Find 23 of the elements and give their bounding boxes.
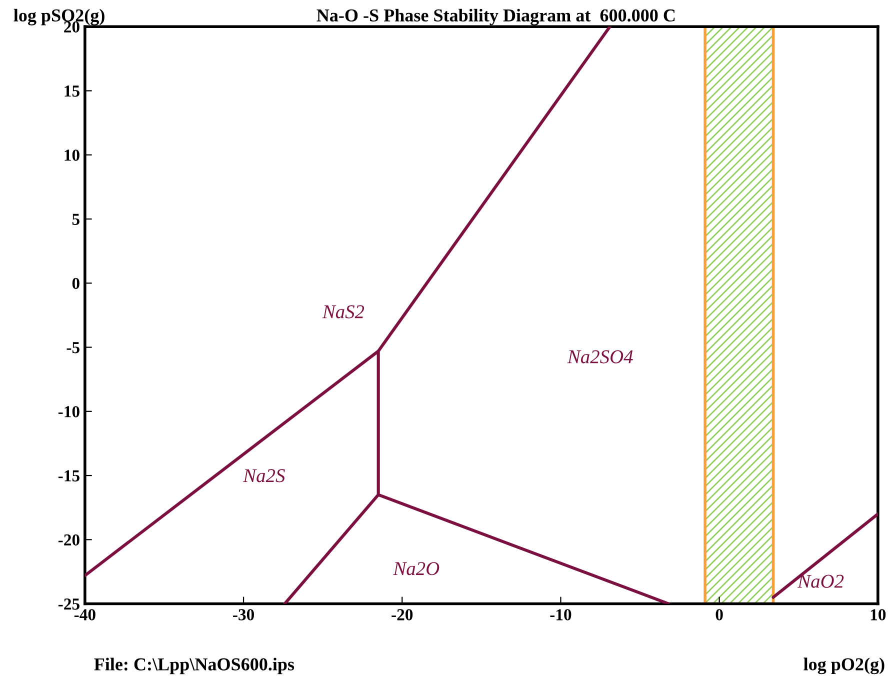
y-tick-label: -15 (58, 470, 80, 482)
annotation: Na2SO4 (567, 350, 633, 364)
chart-title: Na-O -S Phase Stability Diagram at 600.000 C (316, 8, 675, 26)
x-tick-label: -30 (233, 609, 254, 620)
x-tick-label: -20 (392, 609, 413, 620)
y-tick-label: 0 (72, 278, 80, 290)
y-tick-label: 10 (64, 150, 80, 161)
y-tick-label: 5 (72, 214, 80, 225)
x-tick-label: 10 (870, 609, 886, 620)
y-tick-label: 15 (64, 86, 80, 97)
x-tick-label: -10 (550, 609, 572, 620)
x-axis-title: log pO2(g) (804, 658, 884, 674)
y-tick-label: -10 (58, 406, 80, 418)
annotation: Na2O (393, 562, 440, 576)
annotation: NaS2 (322, 305, 364, 318)
y-tick-label: -20 (58, 534, 80, 546)
x-tick-label: 0 (716, 609, 723, 620)
annotation: NaO2 (797, 574, 844, 588)
text: File: C:\Lpp\NaOS600.ips (94, 658, 294, 674)
y-tick-label: -5 (66, 342, 80, 354)
y-tick-label: -25 (58, 598, 80, 610)
x-tick-label: -40 (74, 609, 96, 620)
annotation: Na2S (242, 469, 285, 482)
